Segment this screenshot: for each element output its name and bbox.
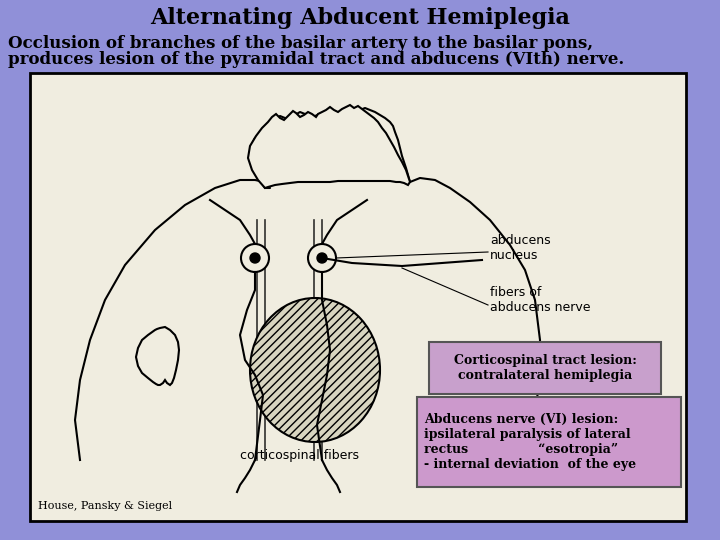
Text: House, Pansky & Siegel: House, Pansky & Siegel <box>38 501 172 511</box>
Circle shape <box>317 253 327 263</box>
Text: Occlusion of branches of the basilar artery to the basilar pons,: Occlusion of branches of the basilar art… <box>8 35 593 51</box>
Text: Abducens nerve (VI) lesion:
ipsilateral paralysis of lateral
rectus             : Abducens nerve (VI) lesion: ipsilateral … <box>424 413 636 471</box>
FancyBboxPatch shape <box>429 342 661 394</box>
Circle shape <box>241 244 269 272</box>
Circle shape <box>250 253 260 263</box>
Polygon shape <box>248 105 410 188</box>
FancyBboxPatch shape <box>417 397 681 487</box>
Ellipse shape <box>250 298 380 442</box>
Circle shape <box>308 244 336 272</box>
Text: produces lesion of the pyramidal tract and abducens (VIth) nerve.: produces lesion of the pyramidal tract a… <box>8 51 624 69</box>
Text: abducens
nucleus: abducens nucleus <box>490 234 551 262</box>
Text: Alternating Abducent Hemiplegia: Alternating Abducent Hemiplegia <box>150 7 570 29</box>
Text: fibers of
abducens nerve: fibers of abducens nerve <box>490 286 590 314</box>
Text: corticospinal fibers: corticospinal fibers <box>240 449 359 462</box>
Polygon shape <box>136 327 179 385</box>
Text: Corticospinal tract lesion:
contralateral hemiplegia: Corticospinal tract lesion: contralatera… <box>454 354 636 382</box>
Bar <box>30 73 686 521</box>
